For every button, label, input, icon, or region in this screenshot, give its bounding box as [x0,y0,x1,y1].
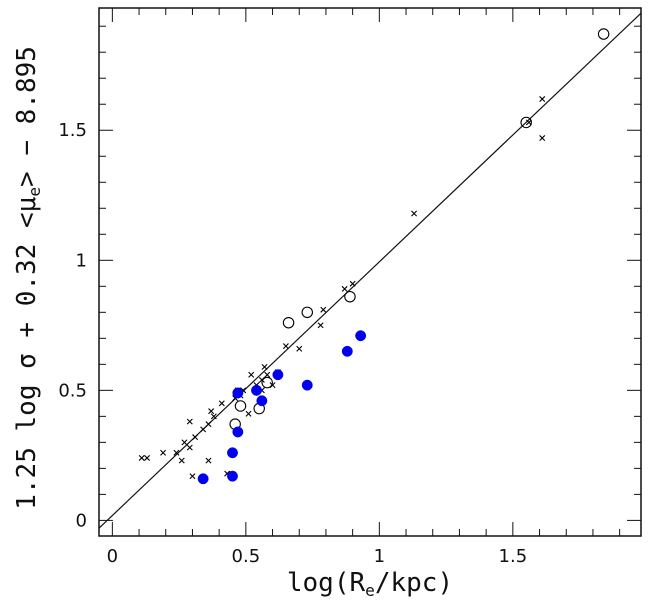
y-tick-label: 0 [76,510,87,531]
cross-point [539,96,546,103]
open-circle-point [344,290,356,303]
cross-point [192,434,199,441]
cross-point [296,345,303,352]
x-tick-label: 1 [374,546,385,567]
axis-ticks [99,8,641,536]
open-circle-point [234,400,247,412]
cross-point [320,306,327,313]
open-circle-point [282,316,295,329]
filled-circle-point [355,330,367,342]
cross-point [200,426,207,433]
filled-circle-point [301,379,313,391]
y-tick-label: 1 [76,250,87,271]
x-tick-label: 1.5 [499,546,528,567]
cross-point [282,343,289,350]
cross-point [248,371,255,378]
filled-circle-point [227,470,238,482]
open-circle-point [520,116,532,129]
cross-point [218,400,225,407]
cross-point [144,454,151,461]
plot-frame [98,7,642,537]
cross-point [186,444,193,451]
open-circle-point [261,376,273,389]
cross-point [173,449,180,456]
cross-point [210,413,217,420]
x-axis-label: log(Re/kpc) [286,568,454,600]
filled-circle-point [251,384,262,396]
open-circle-point [597,28,610,40]
axis-tick-labels: 0 0.5 1 1.5 0 0.5 1 1.5 [58,120,527,567]
filled-circle-point [227,447,238,459]
filled-circle-point [232,387,244,399]
cross-point [245,410,252,417]
cross-point [160,449,167,456]
open-circle-point [301,306,314,319]
cross-point [349,280,356,287]
x-tick-label: 0 [107,546,118,567]
cross-point [317,322,324,329]
filled-circle-point [341,345,353,357]
cross-point [208,408,215,415]
cross-point [205,421,212,428]
cross-point [138,454,145,461]
x-tick-label: 0.5 [232,546,261,567]
cross-point [261,363,268,370]
cross-point [205,457,212,464]
y-axis-label: 1.25 log σ + 0.32 <μe> − 8.895 [12,46,44,510]
cross-point [264,371,271,378]
filled-circle-point [197,473,209,485]
cross-point [178,457,185,464]
y-tick-label: 0.5 [58,380,87,401]
data-points [138,28,610,485]
cross-point [181,439,188,446]
cross-point [341,285,348,292]
filled-circle-point [232,426,244,438]
cross-point [186,418,193,425]
filled-circle-point [256,395,268,407]
filled-circle-point [272,369,284,381]
cross-point [411,210,418,217]
reference-line [98,12,642,529]
y-tick-label: 1.5 [58,120,87,141]
cross-point [539,135,546,142]
cross-point [189,473,196,480]
